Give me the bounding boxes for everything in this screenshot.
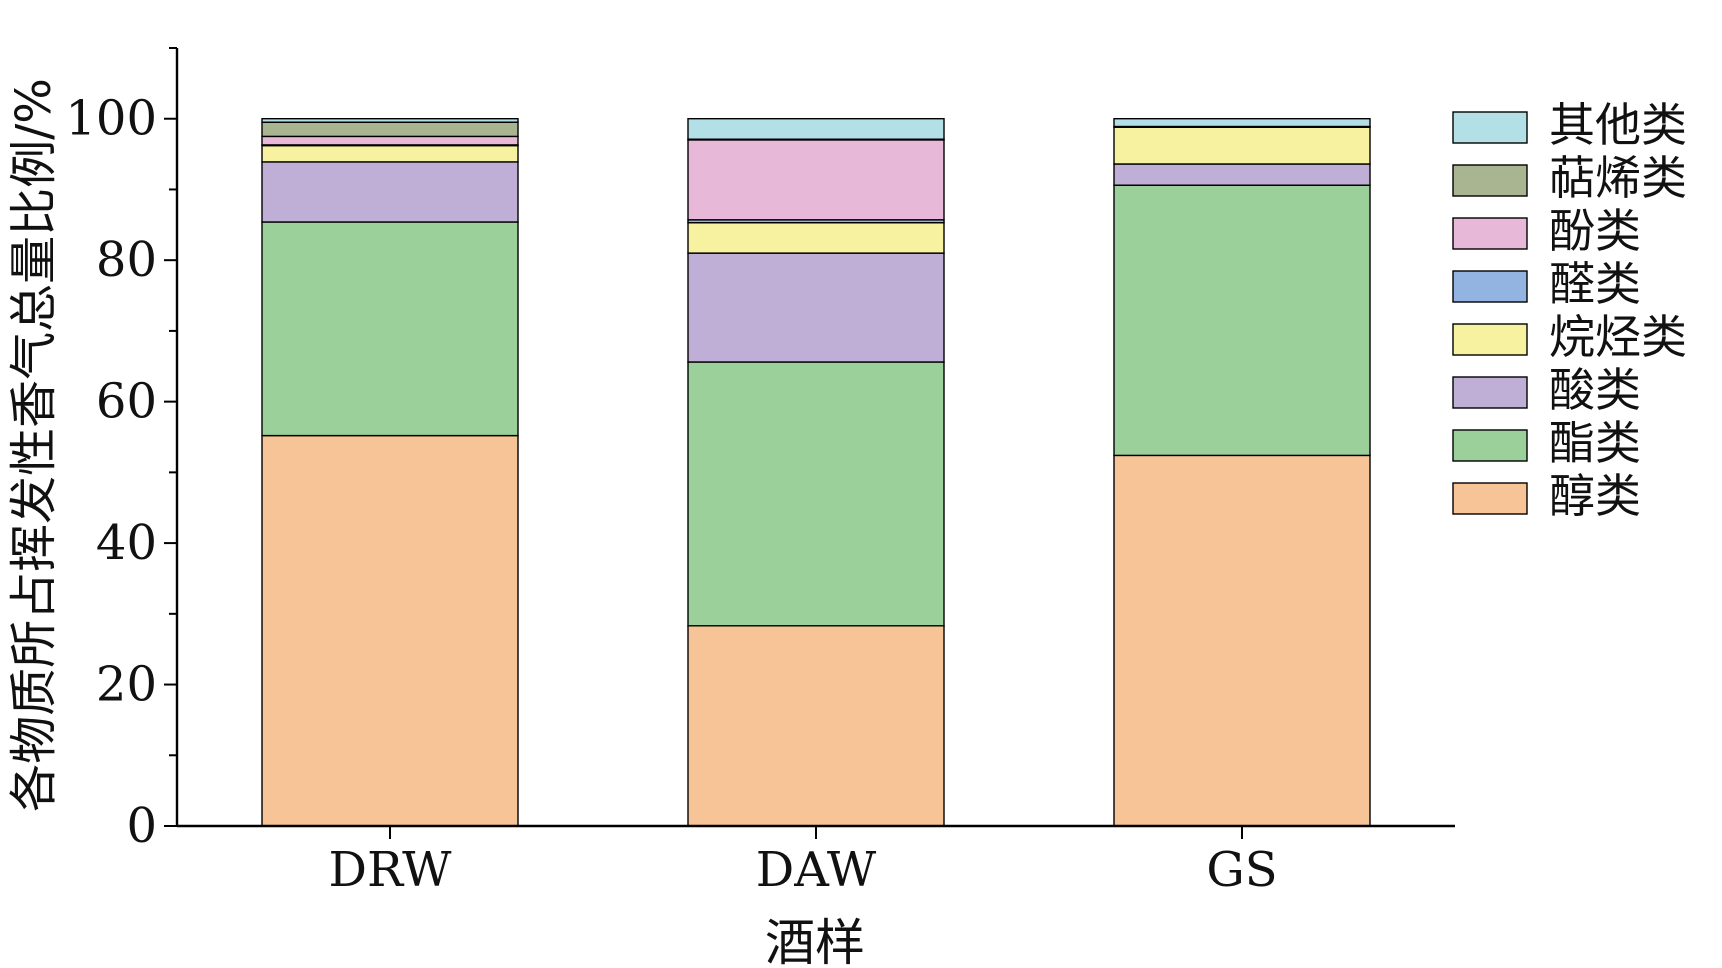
legend-swatch-4: [1452, 323, 1528, 356]
bar-segment-gs-7: [1113, 117, 1371, 128]
bar-segment-gs-2: [1113, 163, 1371, 186]
legend-label-7: 醇类: [1549, 469, 1641, 523]
x-tick-label-daw: DAW: [756, 842, 877, 898]
bar-segment-drw-1: [261, 221, 519, 437]
bar-segment-drw-6: [261, 121, 519, 138]
legend-label-5: 酸类: [1549, 363, 1641, 417]
bar-segment-daw-5: [687, 139, 945, 221]
y-tick-label: 100: [65, 91, 157, 147]
legend-label-3: 醛类: [1549, 257, 1641, 311]
bar-segment-gs-3: [1113, 126, 1371, 165]
legend-swatch-0: [1452, 111, 1528, 144]
bar-segment-daw-0: [687, 625, 945, 827]
legend-swatch-1: [1452, 164, 1528, 197]
legend-label-2: 酚类: [1549, 204, 1641, 258]
bar-segment-daw-3: [687, 221, 945, 254]
bar-segment-drw-7: [261, 117, 519, 123]
bar-segment-drw-0: [261, 434, 519, 827]
legend-swatch-3: [1452, 270, 1528, 303]
bar-segment-daw-2: [687, 252, 945, 363]
y-tick-label: 20: [96, 657, 157, 713]
bar-segment-drw-2: [261, 161, 519, 223]
legend-label-6: 酯类: [1549, 416, 1641, 470]
legend-label-4: 烷烃类: [1549, 310, 1687, 364]
y-tick-label: 40: [96, 515, 157, 571]
bar-segment-drw-5: [261, 135, 519, 146]
bars-layer: [261, 117, 1371, 827]
axes-layer: 0 20 40 60 80 100 DRW DAW GS: [65, 47, 1455, 898]
bar-segment-gs-1: [1113, 184, 1371, 457]
legend-swatch-5: [1452, 376, 1528, 409]
x-tick-label-drw: DRW: [329, 842, 453, 898]
y-tick-label: 0: [126, 798, 157, 854]
bar-segment-gs-0: [1113, 454, 1371, 827]
legend-swatch-2: [1452, 217, 1528, 250]
y-tick-label: 80: [96, 232, 157, 288]
legend-swatch-7: [1452, 482, 1528, 515]
x-axis-title: 酒样: [765, 914, 865, 968]
bar-segment-drw-3: [261, 144, 519, 163]
legend-label-1: 萜烯类: [1549, 151, 1687, 205]
legend-swatch-6: [1452, 429, 1528, 462]
x-tick-label-gs: GS: [1206, 842, 1277, 898]
legend-label-0: 其他类: [1549, 98, 1687, 152]
y-tick-label: 60: [96, 374, 157, 430]
y-axis-title: 各物质所占挥发性香气总量比例/%: [6, 78, 62, 812]
bar-segment-daw-1: [687, 361, 945, 627]
bar-segment-daw-7: [687, 117, 945, 140]
